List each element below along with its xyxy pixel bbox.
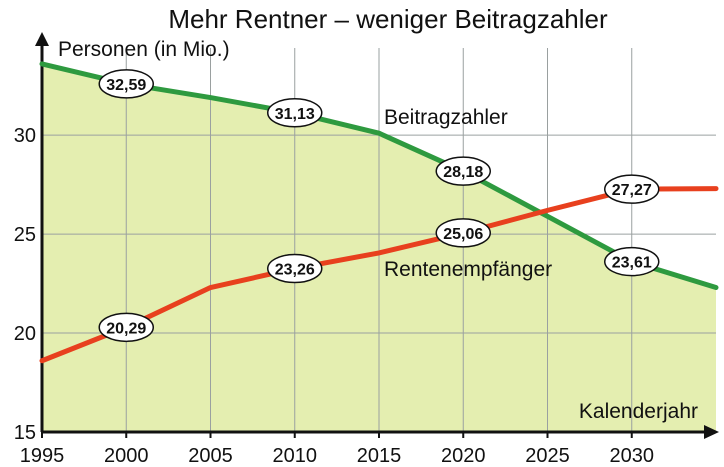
data-label-31,13: 31,13: [275, 106, 315, 123]
data-label-20,29: 20,29: [106, 320, 146, 337]
gridlines: [42, 48, 716, 432]
x-axis-label: Kalenderjahr: [579, 400, 698, 423]
x-tick-label-2025: 2025: [525, 445, 570, 467]
data-badge-23,61: [604, 246, 660, 277]
x-tick-label-2030: 2030: [610, 445, 655, 467]
series-lines: [39, 61, 719, 364]
data-badge-31,13: [267, 98, 323, 128]
data-badge-27,27: [604, 174, 660, 204]
data-labels: 32,59 31,13 28,18 23,61 20,29 23,26 25,06 27,27: [98, 69, 660, 343]
data-badge-32,59: [98, 69, 154, 99]
axes: [35, 32, 719, 439]
y-tick-label-25: 25: [14, 224, 36, 246]
x-tick-label-2000: 2000: [104, 445, 149, 467]
series-line-beitragzahler: [39, 61, 719, 291]
data-badge-23,26: [267, 253, 323, 284]
data-label-28,18: 28,18: [443, 164, 483, 181]
y-tick-label-15: 15: [14, 422, 36, 444]
data-badge-20,29: [98, 312, 154, 343]
y-axis-label: Personen (in Mio.): [58, 38, 230, 61]
data-label-32,59: 32,59: [106, 77, 146, 94]
x-tick-label-1995: 1995: [20, 445, 65, 467]
data-label-23,26: 23,26: [275, 262, 315, 279]
series-line-rentenempfaenger: [39, 186, 719, 364]
axis-text: 1995 2000 2005 2010 2015 2020 2025 203015202530…: [14, 38, 698, 467]
x-tick-label-2010: 2010: [273, 445, 318, 467]
x-tick-label-2015: 2015: [357, 445, 402, 467]
series-label-rentenempfaenger: Rentenempfänger: [384, 258, 552, 281]
x-axis-arrow: [704, 425, 719, 439]
data-label-23,61: 23,61: [612, 255, 652, 272]
y-tick-label-20: 20: [14, 323, 36, 345]
x-tick-label-2005: 2005: [188, 445, 233, 467]
y-axis-arrow: [35, 32, 49, 46]
data-label-25,06: 25,06: [443, 226, 483, 243]
data-badge-28,18: [435, 156, 491, 186]
chart-title: Mehr Rentner – weniger Beitragzahler: [168, 4, 608, 34]
series-label-beitragzahler: Beitragzahler: [384, 106, 508, 129]
data-label-27,27: 27,27: [612, 182, 652, 199]
x-tick-label-2020: 2020: [441, 445, 486, 467]
y-tick-label-30: 30: [14, 125, 36, 147]
data-badge-25,06: [435, 218, 491, 248]
